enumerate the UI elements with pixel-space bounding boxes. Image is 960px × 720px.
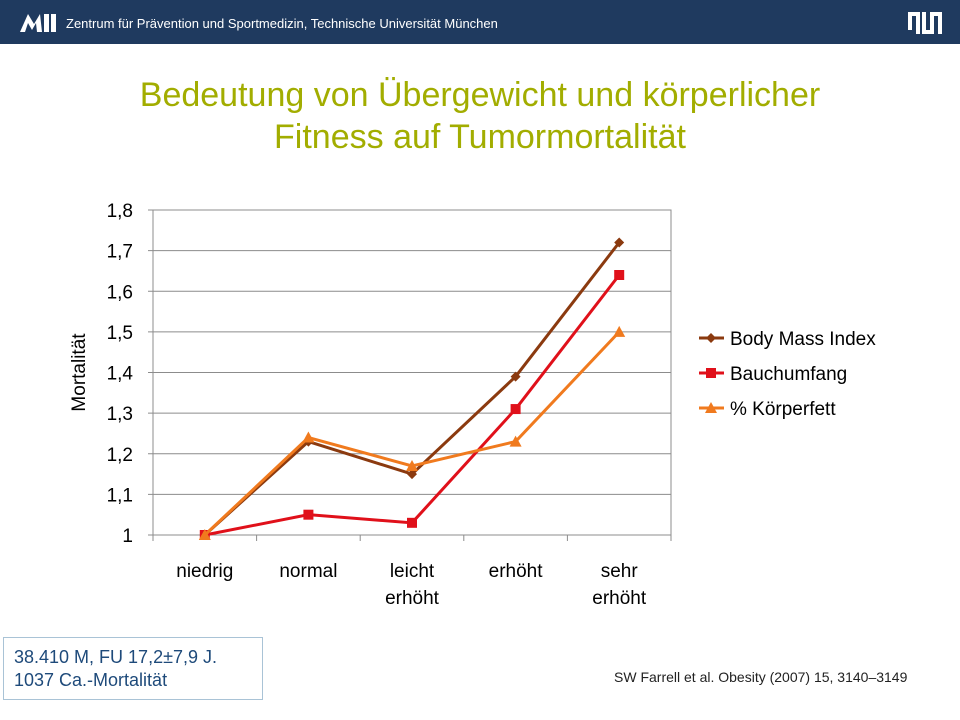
data-point (510, 404, 521, 415)
x-tick-label: sehr erhöht (592, 561, 647, 609)
citation-text: SW Farrell et al. Obesity (2007) 15, 314… (614, 669, 908, 685)
series-line (203, 330, 621, 537)
legend-item: Body Mass Index (699, 329, 876, 350)
slide-title-line2: Fitness auf Tumormortalität (274, 118, 686, 156)
y-tick-label: 1,8 (107, 201, 133, 222)
legend-label: Bauchumfang (730, 364, 847, 385)
data-point (302, 431, 315, 443)
chart-legend: Body Mass Index Bauchumfang % Körperfett (699, 329, 876, 420)
legend-marker (706, 368, 716, 378)
data-point (407, 517, 417, 528)
y-tick-labels: 1 1,1 1,2 1,3 1,4 1,5 1,6 1,7 1,8 (107, 201, 134, 547)
y-tick-label: 1,6 (107, 282, 133, 303)
y-tick-label: 1,1 (107, 485, 133, 506)
legend-marker (706, 333, 716, 343)
data-point (613, 325, 626, 337)
study-info-box: 38.410 M, FU 17,2±7,9 J. 1037 Ca.-Mortal… (3, 637, 263, 700)
header-bar: Zentrum für Prävention und Sportmedizin,… (0, 0, 960, 44)
mri-logo-icon (20, 14, 56, 32)
x-tick-labels: niedrig normal leicht erhöht erhöht sehr erhöh… (176, 561, 647, 609)
series-3 (198, 325, 626, 540)
y-tick-label: 1,4 (107, 364, 134, 385)
y-tick-label: 1,7 (107, 242, 133, 263)
data-point (198, 529, 211, 540)
chart-series (198, 237, 626, 540)
tum-logo-icon (908, 12, 942, 34)
data-point (509, 435, 522, 447)
legend-label: % Körperfett (730, 399, 836, 420)
data-point (407, 469, 417, 480)
x-tick-label: leicht erhöht (385, 561, 440, 609)
data-point (303, 509, 314, 520)
data-point (406, 459, 418, 471)
chart-gridlines (148, 209, 672, 541)
y-tick-label: 1 (122, 526, 133, 547)
series-line (204, 274, 621, 537)
series-line (203, 241, 621, 537)
y-tick-label: 1,3 (107, 404, 133, 425)
legend-label: Body Mass Index (730, 329, 876, 350)
plot-area-frame (152, 209, 672, 536)
y-axis-label: Mortalität (69, 333, 90, 412)
institute-name: Zentrum für Prävention und Sportmedizin,… (66, 16, 498, 31)
data-point (614, 270, 625, 280)
x-tick-label: niedrig (176, 561, 233, 582)
legend-marker (705, 402, 717, 413)
study-info-line2: 1037 Ca.-Mortalität (14, 670, 168, 690)
data-point (510, 371, 521, 382)
legend-item: % Körperfett (699, 399, 836, 420)
series-2 (199, 270, 625, 540)
slide-title-line1: Bedeutung von Übergewicht und körperlich… (139, 76, 821, 114)
y-tick-label: 1,2 (107, 445, 133, 466)
x-tick-label: erhöht (489, 561, 544, 582)
legend-item: Bauchumfang (699, 364, 847, 385)
data-point (614, 237, 625, 248)
slide-title: Bedeutung von Übergewicht und körperlich… (0, 74, 960, 158)
x-tick-label: normal (279, 561, 337, 582)
y-tick-label: 1,5 (107, 323, 133, 344)
study-info-line1: 38.410 M, FU 17,2±7,9 J. (14, 647, 217, 667)
